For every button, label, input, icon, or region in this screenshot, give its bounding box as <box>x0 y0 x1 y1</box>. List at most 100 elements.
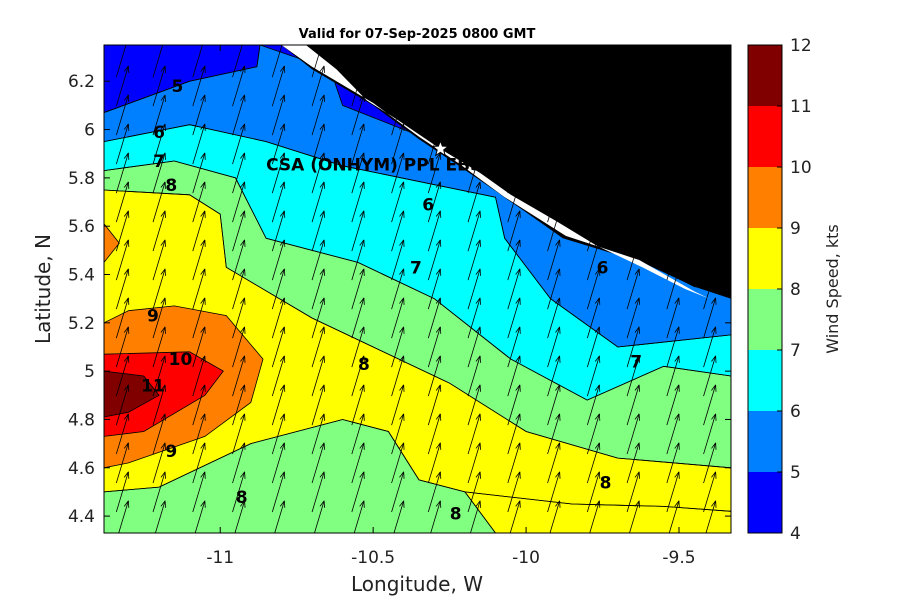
contour-label: 6 <box>153 123 165 143</box>
y-tick-label: 6 <box>84 121 95 141</box>
wind-vectors <box>115 45 717 533</box>
wind-arrow <box>314 500 325 533</box>
contour-label: 6 <box>597 258 609 278</box>
contour-band-11 <box>104 371 160 417</box>
wind-arrow <box>427 94 442 136</box>
wind-arrow <box>547 384 561 426</box>
site-star-marker <box>431 139 450 157</box>
contour-label: 8 <box>236 488 248 508</box>
wind-arrow <box>467 123 481 165</box>
wind-arrow <box>547 297 561 339</box>
wind-arrow <box>629 500 640 533</box>
wind-arrow <box>232 355 246 397</box>
contour-label: 8 <box>450 505 462 525</box>
contour-band-6 <box>104 124 731 401</box>
wind-arrow <box>391 326 405 368</box>
contour-label: 11 <box>141 377 165 397</box>
wind-arrow <box>427 268 442 310</box>
wind-arrow <box>586 45 598 78</box>
contour-label: 7 <box>630 352 642 372</box>
contour-band-8 <box>104 190 731 512</box>
wind-arrow <box>192 297 206 339</box>
wind-arrow <box>152 442 166 484</box>
wind-arrow <box>666 65 680 107</box>
colorbar-tick-label: 5 <box>790 463 801 483</box>
wind-arrow <box>391 94 405 136</box>
wind-arrow <box>467 239 481 281</box>
wind-arrow <box>115 384 130 426</box>
x-tick-label: -9.5 <box>662 548 695 568</box>
colorbar-segment-7 <box>748 289 782 350</box>
wind-arrow <box>351 181 365 223</box>
wind-arrow <box>311 471 325 513</box>
wind-arrow <box>351 45 362 78</box>
wind-arrow <box>547 45 558 78</box>
wind-arrow <box>391 65 405 107</box>
wind-arrow <box>115 65 130 107</box>
wind-arrow <box>507 326 521 368</box>
wind-arrow <box>391 384 405 426</box>
wind-arrow <box>507 239 521 281</box>
wind-arrow <box>586 152 601 194</box>
wind-arrow <box>351 152 365 194</box>
wind-arrow <box>666 123 680 165</box>
colorbar-segment-11 <box>748 45 782 106</box>
colorbar-segment-8 <box>748 228 782 289</box>
wind-arrow <box>703 123 717 165</box>
contour-band-9 <box>104 223 120 263</box>
wind-arrow <box>703 297 717 339</box>
wind-arrow <box>547 210 561 252</box>
colorbar-segment-10 <box>748 106 782 167</box>
colorbar-tick-label: 12 <box>790 36 812 56</box>
wind-arrow <box>152 210 166 252</box>
wind-arrow <box>467 152 481 194</box>
wind-arrow <box>507 297 521 339</box>
wind-arrow <box>351 355 365 397</box>
wind-arrow <box>351 94 365 136</box>
wind-arrow <box>467 210 481 252</box>
y-axis: 4.4 4.6 4.8 5 5.2 5.4 5.6 5.8 6 6.2 <box>68 72 731 527</box>
wind-arrow <box>311 45 323 78</box>
wind-arrow <box>626 442 640 484</box>
wind-arrow <box>586 210 601 252</box>
wind-arrow <box>666 442 680 484</box>
y-tick-label: 5.2 <box>68 314 95 334</box>
y-tick-label: 5.4 <box>68 266 95 286</box>
wind-arrow <box>586 471 601 513</box>
wind-arrow <box>391 413 405 455</box>
wind-arrow <box>271 297 286 339</box>
wind-arrow <box>271 355 286 397</box>
wind-arrow <box>351 297 365 339</box>
wind-arrow <box>586 123 601 165</box>
wind-arrow <box>391 181 405 223</box>
y-tick-label: 5.8 <box>68 169 95 189</box>
wind-arrow <box>353 500 365 533</box>
wind-arrow <box>192 413 206 455</box>
wind-arrow <box>507 210 521 252</box>
wind-arrow <box>311 65 325 107</box>
wind-arrow <box>507 355 521 397</box>
y-tick-label: 4.4 <box>68 507 95 527</box>
wind-arrow <box>703 94 717 136</box>
wind-arrow <box>467 413 481 455</box>
wind-arrow <box>626 297 640 339</box>
wind-arrow <box>115 471 130 513</box>
x-tick-label: -10.5 <box>351 548 395 568</box>
contour-label: 6 <box>422 195 434 215</box>
wind-arrow <box>232 123 246 165</box>
wind-arrow <box>152 123 166 165</box>
wind-arrow <box>467 326 481 368</box>
contour-label: 8 <box>600 473 612 493</box>
wind-arrow <box>192 45 203 78</box>
wind-arrow <box>703 239 717 281</box>
wind-arrow <box>507 152 521 194</box>
wind-arrow <box>626 355 640 397</box>
wind-arrow <box>391 471 405 513</box>
wind-arrow <box>234 500 246 533</box>
wind-arrow <box>586 239 601 281</box>
wind-arrow <box>391 355 405 397</box>
wind-arrow <box>232 471 246 513</box>
wind-arrow <box>427 210 442 252</box>
wind-arrow <box>467 442 481 484</box>
contour-band-7 <box>104 161 731 468</box>
